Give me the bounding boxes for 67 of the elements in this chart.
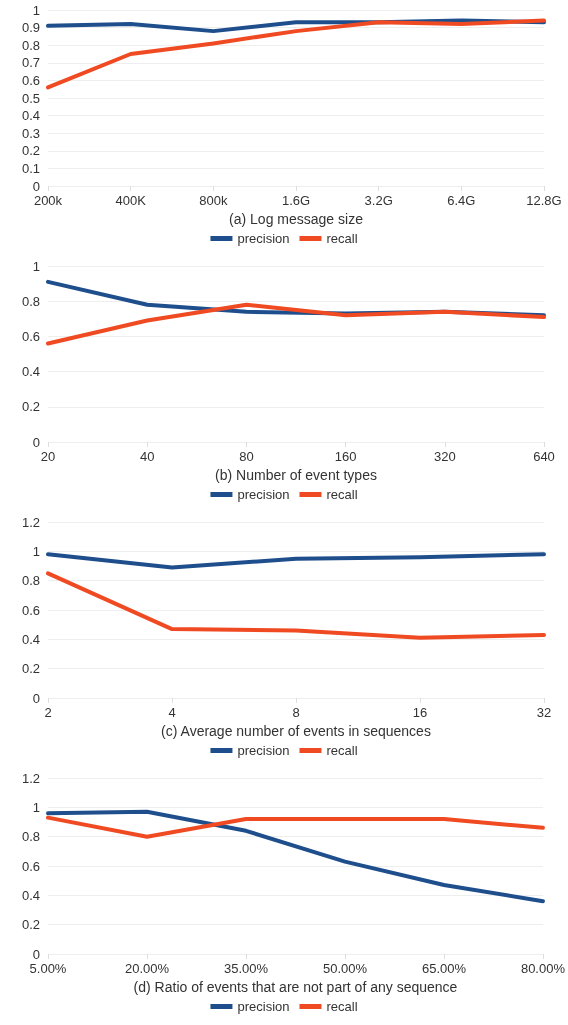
y-tick-label: 0.6 [21,72,40,88]
y-tick-label: 0.6 [21,602,40,618]
x-axis-title: (c) Average number of events in sequences [161,723,431,739]
y-tick-label: 1.2 [21,514,40,530]
x-tick-label: 20.00% [124,961,170,976]
y-tick-label: 0 [32,690,40,706]
y-tick-label: 0.2 [21,917,40,933]
y-tick-label: 0.7 [21,55,40,71]
y-tick-label: 0.2 [21,399,40,415]
y-tick-label: 0 [32,178,40,194]
y-tick-label: 0.1 [21,160,40,176]
y-tick-label: 0 [32,946,40,962]
y-tick-label: 0.6 [21,328,40,344]
y-tick-label: 0.5 [21,90,40,106]
y-tick-label: 0.6 [21,858,40,874]
y-tick-label: 1 [32,2,40,18]
x-tick-label: 80.00% [520,961,566,976]
x-tick-label: 1.6G [281,193,311,208]
legend-label: recall [326,487,358,502]
x-tick-label: 16 [412,705,428,720]
x-tick-label: 32 [536,705,552,720]
y-tick-label: 1.2 [21,770,40,786]
x-axis-title: (d) Ratio of events that are not part of any sequence [133,979,458,995]
x-tick-label: 40 [139,449,155,464]
y-tick-label: 0.8 [21,829,40,845]
x-axis-title: (a) Log message size [229,211,364,227]
x-tick-label: 5.00% [29,961,67,976]
legend-label: recall [326,743,358,758]
y-tick-label: 0.3 [21,125,40,141]
legend-label: precision [237,487,290,502]
x-tick-label: 160 [334,449,357,464]
x-tick-label: 12.8G [526,193,562,208]
x-tick-label: 8 [292,705,300,720]
y-tick-label: 0.2 [21,143,40,159]
y-tick-label: 0 [32,434,40,450]
legend-label: precision [237,231,290,246]
y-tick-label: 0.8 [21,37,40,53]
x-tick-label: 65.00% [421,961,467,976]
x-axis-title: (b) Number of event types [215,467,377,483]
y-tick-label: 0.4 [21,887,40,903]
x-tick-label: 35.00% [223,961,269,976]
x-tick-label: 800k [199,193,228,208]
y-tick-label: 1 [32,799,40,815]
legend-label: recall [326,999,358,1014]
y-tick-label: 0.4 [21,364,40,380]
y-tick-label: 0.9 [21,20,40,36]
x-tick-label: 2 [44,705,52,720]
x-tick-label: 4 [168,705,176,720]
y-tick-label: 0.8 [21,573,40,589]
x-tick-label: 640 [533,449,555,464]
x-tick-label: 320 [433,449,456,464]
x-tick-label: 6.4G [447,193,476,208]
x-tick-label: 50.00% [322,961,368,976]
legend-label: precision [237,743,290,758]
x-tick-label: 20 [40,449,56,464]
legend-label: precision [237,999,290,1014]
x-tick-label: 400K [115,193,147,208]
y-tick-label: 0.8 [21,293,40,309]
x-tick-label: 80 [239,449,254,464]
x-tick-label: 200k [33,193,63,208]
y-tick-label: 1 [32,543,40,559]
y-tick-label: 0.4 [21,108,40,124]
y-tick-label: 0.2 [21,661,40,677]
x-tick-label: 3.2G [364,193,393,208]
y-tick-label: 1 [32,258,40,274]
legend-label: recall [326,231,358,246]
y-tick-label: 0.4 [21,631,40,647]
